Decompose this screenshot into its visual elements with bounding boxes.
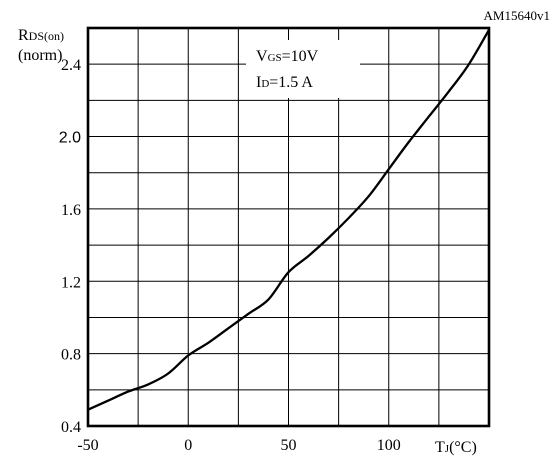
y-axis-title-sub: DS(on) [29,29,64,43]
plot-frame [86,26,491,428]
annotation-line2-sub: D [261,78,269,90]
svg-text:RDS(on): RDS(on) [18,27,64,44]
y-axis-title: RDS(on) (norm) [18,27,64,64]
y-tick-label: 0.8 [61,347,81,364]
annotation-line2-main: I [256,74,261,91]
x-axis-title: TJ(°C) [435,439,477,456]
x-tick-label: -50 [77,437,98,454]
tick-labels: -50 0 50 100 0.4 0.8 1.2 1.6 2.0 2.4 [59,57,401,454]
figure-id: AM15640v1 [484,8,550,23]
y-tick-label: 0.4 [61,419,81,436]
y-tick-label: 1.6 [61,202,81,219]
annotation-line1-sub: GS [268,52,282,64]
annotation-box: VGS=10V ID=1.5 A [246,40,360,98]
x-axis-title-sub: J [445,443,450,455]
svg-text:VGS=10V: VGS=10V [256,48,319,65]
x-axis-title-main: T [435,439,445,456]
x-axis-title-unit: (°C) [449,439,477,456]
series-line [87,29,490,411]
y-tick-label: 1.2 [61,274,81,291]
svg-text:TJ(°C): TJ(°C) [435,439,477,456]
y-axis-title-main: R [18,27,29,44]
annotation-line1-main: V [256,48,268,65]
y-axis-title-unit: (norm) [18,47,62,64]
y-tick-label: 2.4 [61,57,81,74]
x-tick-label: 50 [281,437,297,454]
x-tick-label: 0 [184,437,192,454]
annotation-line1-value: =10V [282,48,319,65]
y-tick-label: 2.0 [59,130,81,147]
svg-text:ID=1.5 A: ID=1.5 A [256,74,313,91]
annotation-line2-value: =1.5 A [269,74,313,91]
x-tick-label: 100 [377,437,401,454]
